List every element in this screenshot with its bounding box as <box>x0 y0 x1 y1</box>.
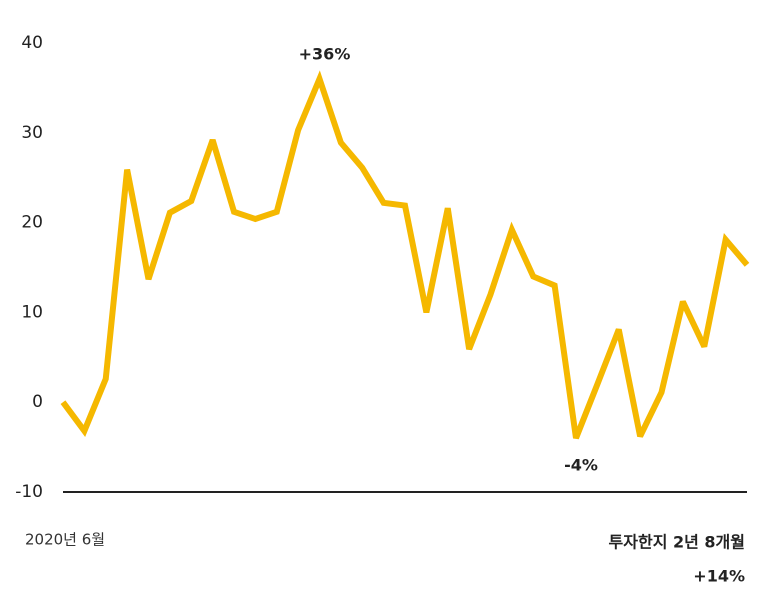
y-tick-label: 30 <box>21 123 43 143</box>
y-tick-label: 10 <box>21 302 43 322</box>
y-tick-label: 40 <box>21 33 43 53</box>
data-label: +36% <box>299 44 351 63</box>
y-tick-label: 0 <box>32 392 43 412</box>
x-tick-label: 2020년 6월 <box>25 531 105 549</box>
data-label: -4% <box>564 456 598 475</box>
y-tick-label: -10 <box>15 482 43 502</box>
line-series <box>60 70 750 440</box>
end-label: 투자한지 2년 8개월 <box>609 533 745 552</box>
y-tick-label: 20 <box>21 213 43 233</box>
end-value: +14% <box>693 567 745 586</box>
